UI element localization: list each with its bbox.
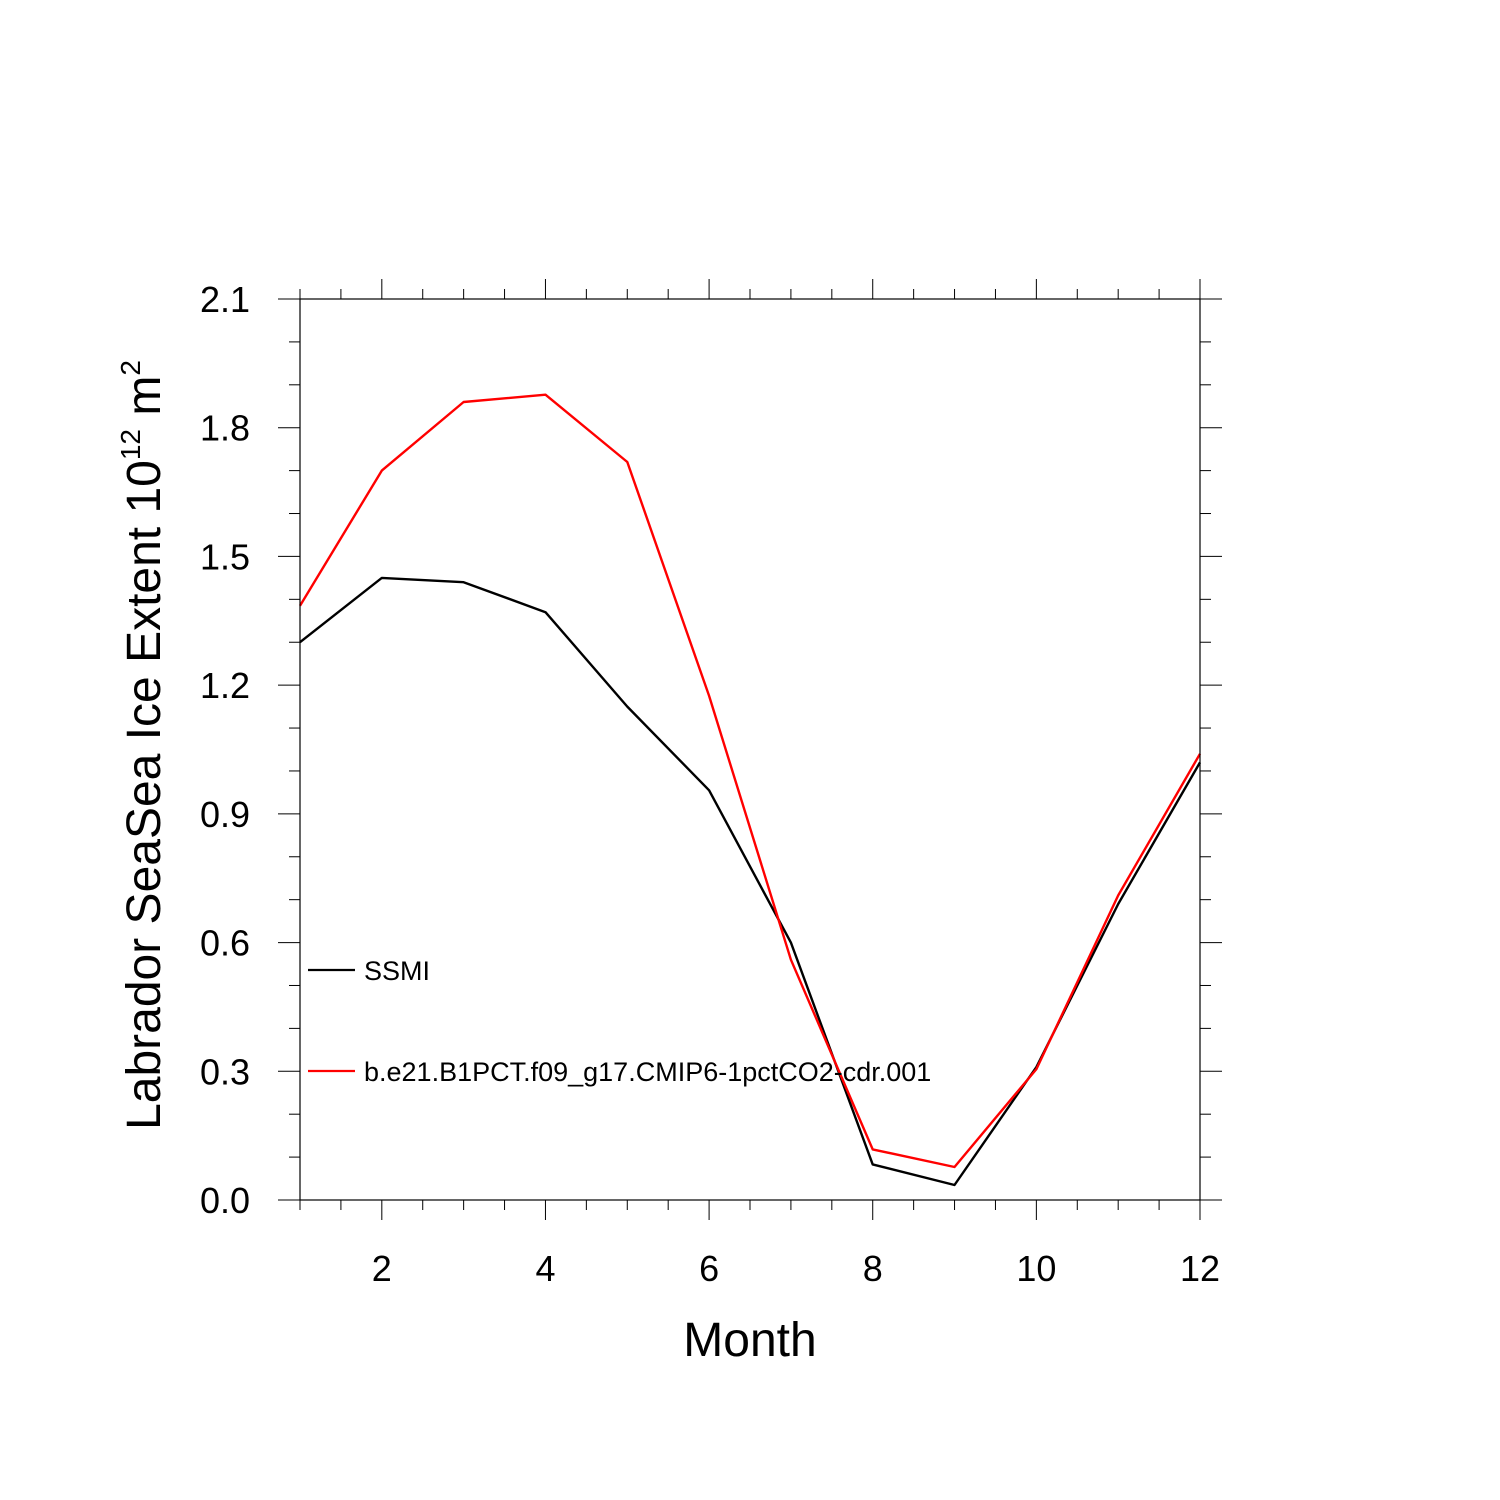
y-axis-title-unit: m	[118, 376, 171, 429]
y-axis-title: Labrador SeaSea Ice Extent 1012 m2	[115, 360, 171, 1130]
x-tick-label: 4	[535, 1248, 555, 1289]
y-tick-label: 1.8	[200, 408, 250, 449]
y-axis-title-exponent: 12	[115, 429, 146, 460]
minor-ticks	[289, 289, 1211, 1210]
series-lines	[298, 393, 1202, 1187]
y-tick-label: 0.6	[200, 923, 250, 964]
y-tick-label: 2.1	[200, 279, 250, 320]
major-ticks	[278, 279, 1222, 1220]
x-axis-title: Month	[683, 1314, 816, 1367]
x-tick-label: 8	[863, 1248, 883, 1289]
y-tick-label: 0.0	[200, 1180, 250, 1221]
series-line-ssmi	[299, 576, 1202, 1187]
legend-label-model: b.e21.B1PCT.f09_g17.CMIP6-1pctCO2-cdr.00…	[364, 1057, 931, 1087]
y-tick-label: 1.5	[200, 536, 250, 577]
legend: SSMI b.e21.B1PCT.f09_g17.CMIP6-1pctCO2-c…	[308, 956, 931, 1087]
x-tick-label: 6	[699, 1248, 719, 1289]
x-tick-label: 2	[372, 1248, 392, 1289]
legend-label-ssmi: SSMI	[364, 956, 430, 986]
y-axis-title-unit-exponent: 2	[115, 360, 146, 376]
y-tick-label: 0.9	[200, 794, 250, 835]
x-tick-label: 12	[1180, 1248, 1220, 1289]
series-line-model	[298, 393, 1202, 1169]
y-tick-label: 0.3	[200, 1051, 250, 1092]
y-tick-label: 1.2	[200, 665, 250, 706]
y-tick-labels: 0.0 0.3 0.6 0.9 1.2 1.5 1.8 2.1	[200, 279, 250, 1221]
plot-frame	[299, 298, 1201, 1201]
x-tick-label: 10	[1016, 1248, 1056, 1289]
x-tick-labels: 2 4 6 8 10 12	[372, 1248, 1220, 1289]
y-axis-title-main: Labrador SeaSea Ice Extent 10	[118, 460, 171, 1130]
